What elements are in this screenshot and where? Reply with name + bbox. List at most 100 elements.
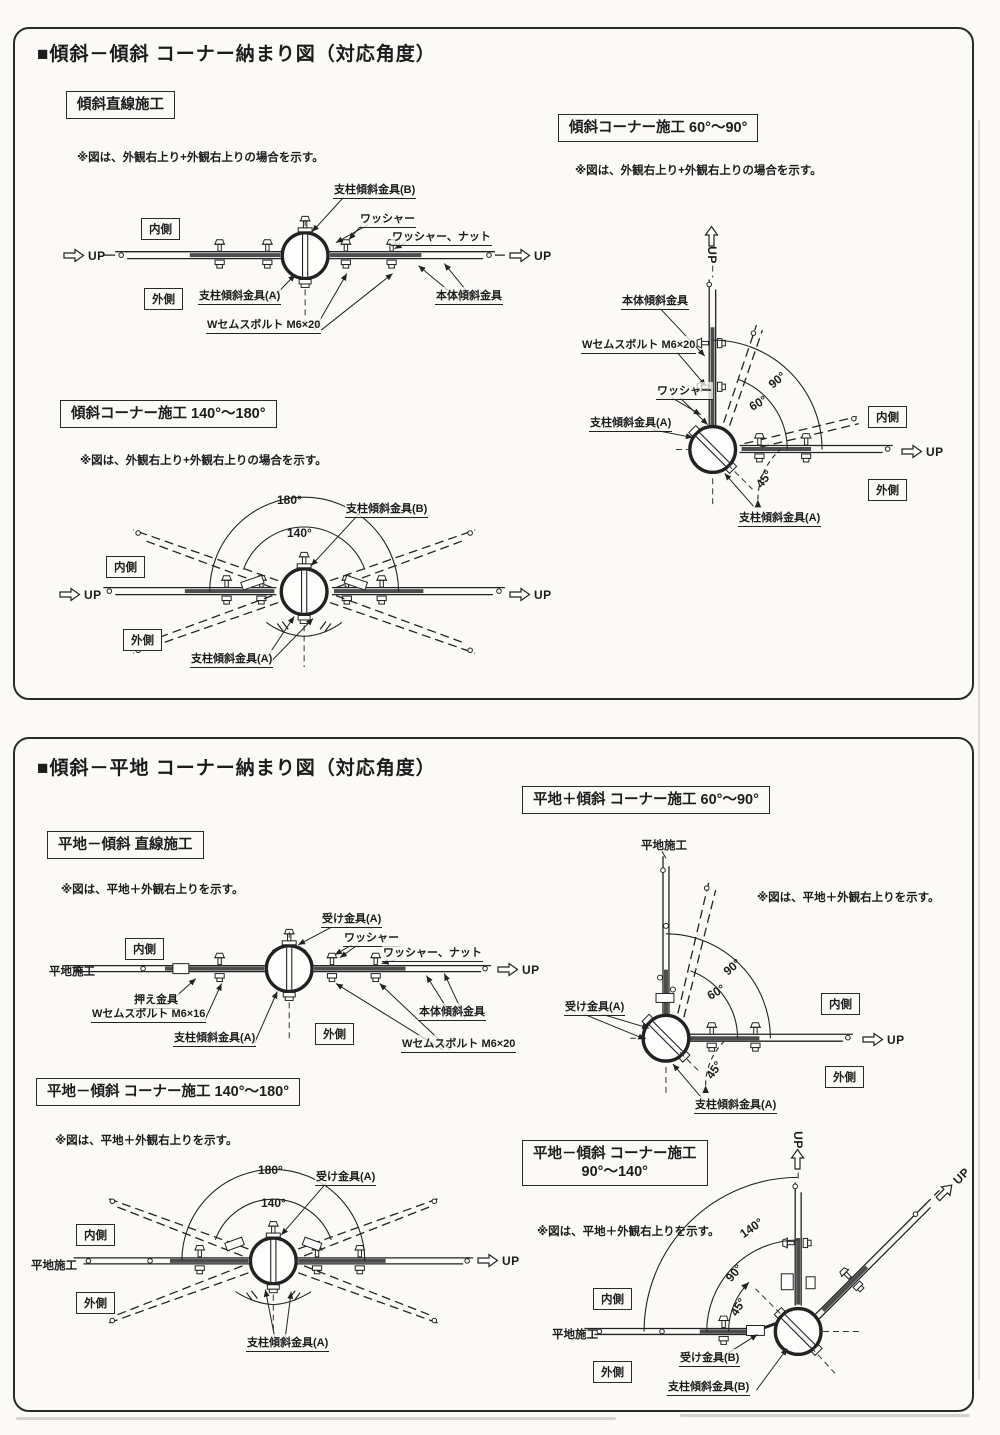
label-post-bracket-a: 支柱傾斜金具(A)	[246, 1334, 330, 1352]
slope-slope-line-art	[103, 196, 893, 668]
up-arrow-top: UP	[703, 225, 721, 264]
diagram-flat-slope-straight	[63, 926, 492, 1051]
side-label-outer: 外側	[315, 1023, 354, 1045]
label-receiver-a: 受け金具(A)	[315, 1168, 377, 1186]
up-arrow-right: UP	[477, 1253, 520, 1268]
label-post-bracket-b: 支柱傾斜金具(B)	[667, 1378, 751, 1396]
side-label-inner: 内側	[141, 218, 180, 240]
panel-slope-slope: ■傾斜－傾斜 コーナー納まり図（対応角度） 傾斜直線施工 ※図は、外観右上り+外…	[13, 27, 974, 700]
label-post-bracket-a: 支柱傾斜金具(A)	[694, 1096, 778, 1114]
heading-flat-plus-slope-corner-60-90: 平地＋傾斜 コーナー施工 60°～90°	[522, 786, 770, 815]
label-w-bolt-m6x16: Wセムスボルト M6×16	[91, 1005, 207, 1023]
label-body-bracket: 本体傾斜金具	[418, 1003, 486, 1021]
right-arrow-icon	[935, 1184, 953, 1202]
diagram-slope-corner-60-90	[651, 265, 893, 508]
label-post-bracket-a: 支柱傾斜金具(A)	[589, 414, 673, 432]
label-w-bolt-m6x20: Wセムスボルト M6×20	[206, 316, 322, 334]
angle-180: 180°	[277, 493, 302, 507]
label-receiver-b: 受け金具(B)	[679, 1349, 741, 1367]
label-receiver-a: 受け金具(A)	[321, 910, 383, 928]
up-arrow-icon	[790, 1148, 805, 1170]
right-arrow-icon	[901, 444, 923, 459]
angle-180: 180°	[258, 1163, 283, 1177]
heading-slope-straight: 傾斜直線施工	[66, 91, 175, 120]
up-arrow-right: UP	[497, 962, 540, 977]
right-arrow-icon	[509, 587, 531, 602]
side-label-outer: 外側	[593, 1361, 632, 1383]
label-w-bolt-m6x20: Wセムスボルト M6×20	[401, 1035, 517, 1053]
panel2-title: ■傾斜－平地 コーナー納まり図（対応角度）	[37, 758, 436, 779]
label-w-bolt-m6x20: Wセムスボルト M6×20	[581, 336, 697, 354]
slope-flat-line-art	[63, 851, 940, 1391]
side-label-outer: 外側	[76, 1292, 115, 1314]
label-post-bracket-a-bottom: 支柱傾斜金具(A)	[738, 509, 822, 527]
note-flat-slope-corner-90-140: ※図は、平地＋外観右上りを示す。	[537, 1226, 720, 1238]
side-label-outer: 外側	[825, 1066, 864, 1088]
right-arrow-icon	[63, 248, 85, 263]
label-flat-run: 平地施工	[49, 966, 95, 978]
diagram-flat-slope-corner-90-140	[584, 1172, 940, 1391]
scan-paper-edge	[978, 120, 980, 1380]
label-flat-run: 平地施工	[641, 840, 687, 852]
label-receiver-a: 受け金具(A)	[564, 998, 626, 1016]
angle-140: 140°	[261, 1196, 286, 1210]
up-arrow-right: UP	[509, 248, 552, 263]
side-label-outer: 外側	[123, 629, 162, 651]
label-flat-run: 平地施工	[31, 1260, 77, 1272]
label-body-bracket: 本体傾斜金具	[435, 287, 503, 305]
right-arrow-icon	[862, 1032, 884, 1047]
scan-artifact-line	[16, 1417, 616, 1420]
heading-slope-corner-140-180: 傾斜コーナー施工 140°～180°	[60, 400, 277, 429]
heading-slope-corner-60-90: 傾斜コーナー施工 60°～90°	[558, 114, 759, 143]
up-arrow-icon	[704, 225, 719, 247]
side-label-inner: 内側	[125, 938, 164, 960]
note-slope-corner-140-180: ※図は、外観右上り+外観右上りの場合を示す。	[80, 455, 327, 467]
angle-140: 140°	[287, 526, 312, 540]
up-arrow-right: UP	[862, 1032, 905, 1047]
up-arrow-left: UP	[63, 248, 106, 263]
panel1-title: ■傾斜－傾斜 コーナー納まり図（対応角度）	[37, 44, 436, 65]
side-label-inner: 内側	[593, 1288, 632, 1310]
label-flat-run: 平地施工	[552, 1329, 598, 1341]
side-label-outer: 外側	[868, 479, 907, 501]
scan-artifact-line	[680, 1414, 970, 1417]
side-label-inner: 内側	[76, 1224, 115, 1246]
diagram-slope-straight	[103, 196, 505, 331]
label-post-bracket-b: 支柱傾斜金具(B)	[333, 181, 417, 199]
up-arrow-top: UP	[789, 1131, 807, 1170]
up-arrow-diagonal: UP	[932, 1164, 973, 1205]
note-flat-slope-corner-140-180: ※図は、平地＋外観右上りを示す。	[55, 1135, 238, 1147]
diagram-flat-slope-corner-140-180	[73, 1168, 474, 1346]
side-label-inner: 内側	[106, 556, 145, 578]
right-arrow-icon	[477, 1253, 499, 1268]
note-flat-slope-straight: ※図は、平地＋外観右上りを示す。	[61, 884, 244, 896]
note-slope-corner-60-90: ※図は、外観右上り+外観右上りの場合を示す。	[575, 165, 822, 177]
side-label-outer: 外側	[144, 288, 183, 310]
note-flat-slope-corner-60-90: ※図は、平地＋外観右上りを示す。	[757, 892, 940, 904]
diagram-slope-corner-140-180	[103, 496, 505, 668]
label-washer-nut: ワッシャー、ナット	[382, 944, 483, 962]
label-post-bracket-a: 支柱傾斜金具(A)	[198, 287, 282, 305]
panel-slope-flat: ■傾斜－平地 コーナー納まり図（対応角度） 平地－傾斜 直線施工 ※図は、平地＋…	[13, 737, 974, 1412]
label-washer: ワッシャー	[656, 382, 713, 400]
up-arrow-right: UP	[901, 444, 944, 459]
right-arrow-icon	[509, 248, 531, 263]
label-washer-nut: ワッシャー、ナット	[391, 228, 492, 246]
side-label-inner: 内側	[868, 406, 907, 428]
label-post-bracket-a: 支柱傾斜金具(A)	[190, 650, 274, 668]
heading-flat-slope-corner-140-180: 平地－傾斜 コーナー施工 140°～180°	[36, 1078, 301, 1107]
note-slope-straight: ※図は、外観右上り+外観右上りの場合を示す。	[77, 152, 324, 164]
label-body-bracket: 本体傾斜金具	[621, 292, 689, 310]
label-post-bracket-a: 支柱傾斜金具(A)	[173, 1029, 257, 1047]
right-arrow-icon	[59, 587, 81, 602]
label-post-bracket-b: 支柱傾斜金具(B)	[345, 500, 429, 518]
side-label-inner: 内側	[821, 993, 860, 1015]
label-washer: ワッシャー	[343, 929, 400, 947]
up-arrow-left: UP	[59, 587, 102, 602]
heading-flat-slope-straight: 平地－傾斜 直線施工	[47, 831, 204, 860]
diagram-flat-slope-corner-60-90	[584, 851, 853, 1111]
heading-line1: 平地－傾斜 コーナー施工	[533, 1146, 697, 1162]
heading-line2: 90°～140°	[581, 1164, 648, 1181]
up-arrow-right: UP	[509, 587, 552, 602]
